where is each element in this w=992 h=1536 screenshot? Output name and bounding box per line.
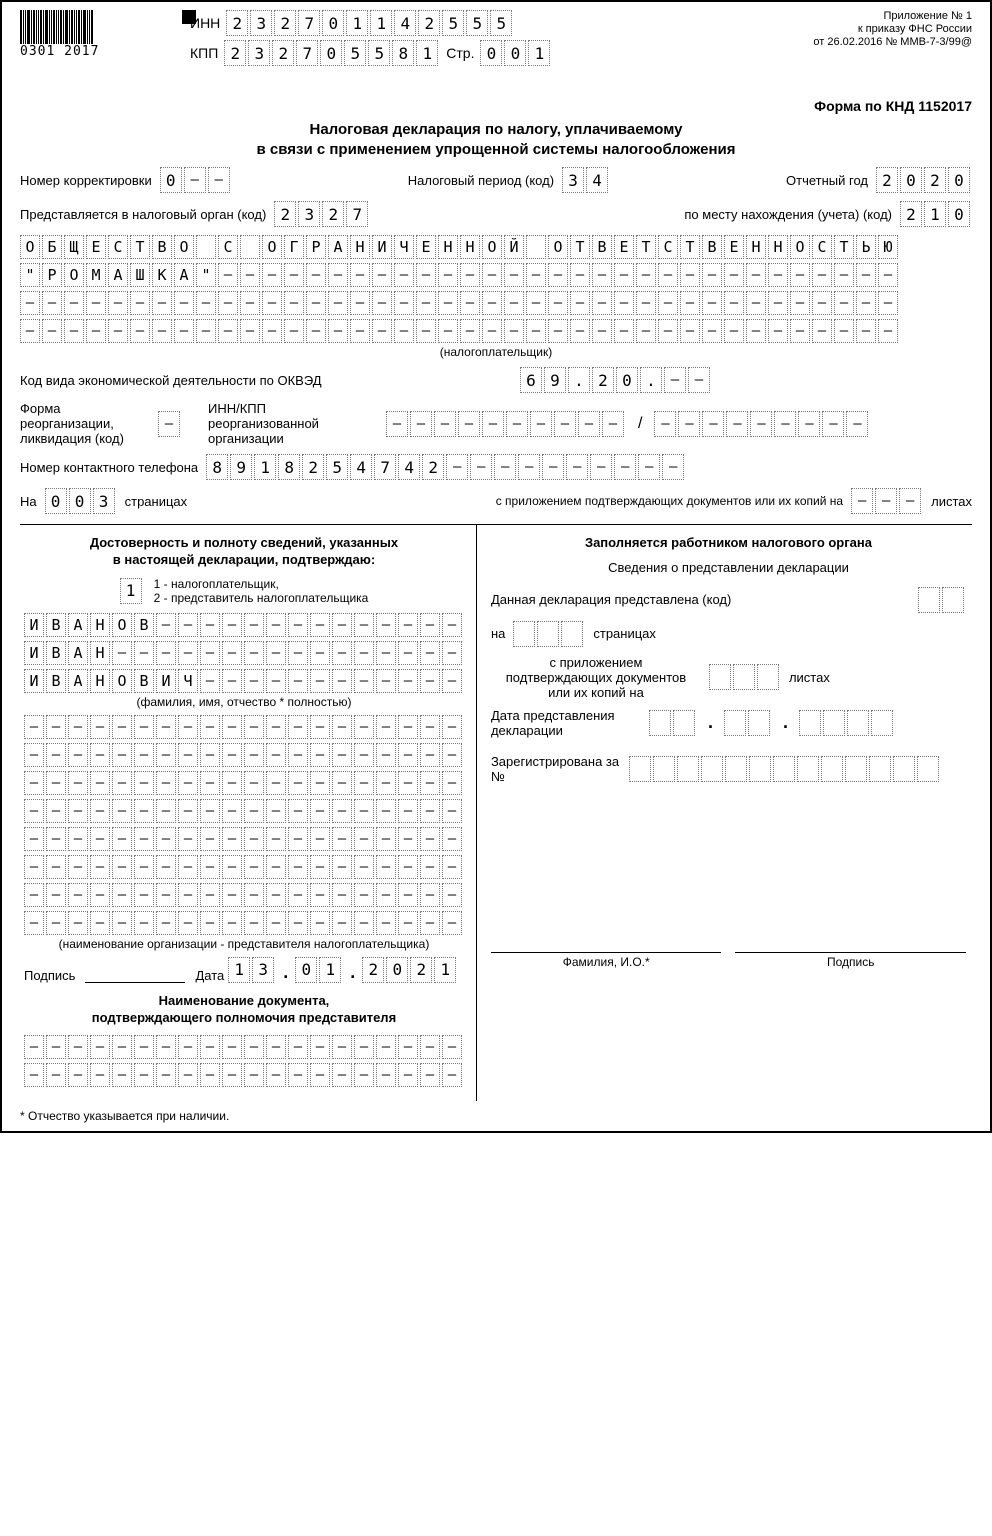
correction-value: 0 [160, 167, 232, 193]
form-knd: Форма по КНД 1152017 [20, 98, 972, 114]
row-pages: На 003 страницах с приложением подтвержд… [20, 488, 972, 514]
place-value: 210 [900, 201, 972, 227]
phone-value: 8918254742 [206, 454, 686, 480]
fio-grid: ИВАНОВИВАНИВАНОВИЧ [24, 613, 464, 697]
confirm-block: Достоверность и полноту сведений, указан… [20, 525, 477, 1101]
appendix-info: Приложение № 1 к приказу ФНС России от 2… [772, 10, 972, 50]
barcode-number: 0301 2017 [20, 44, 99, 59]
row-correction: Номер корректировки 0 Налоговый период (… [20, 167, 972, 193]
reorg-kpp-value [654, 411, 870, 437]
row-okved: Код вида экономической деятельности по О… [20, 367, 972, 393]
signature-row: Подпись Дата 13. 01. 2021 [24, 957, 464, 983]
organ-value: 2327 [274, 201, 370, 227]
footnote: * Отчество указывается при наличии. [20, 1109, 972, 1123]
bottom-split: Достоверность и полноту сведений, указан… [20, 524, 972, 1101]
doc-grid [24, 1035, 464, 1091]
kpp-label: КПП [190, 45, 218, 61]
reorg-inn-value [386, 411, 626, 437]
tax-form-page: 0301 2017 ИНН 232701142555 КПП 232705581… [0, 0, 992, 1133]
page-label: Стр. [446, 45, 474, 61]
reorg-form-value [158, 411, 182, 437]
barcode: 0301 2017 [20, 10, 140, 59]
inn-value: 232701142555 [226, 10, 514, 36]
pages-value: 003 [45, 488, 117, 514]
attach-value [851, 488, 923, 514]
declarant-type: 1 [120, 578, 144, 604]
row-organ: Представляется в налоговый орган (код) 2… [20, 201, 972, 227]
okved-value: 69.20. [520, 367, 712, 393]
page-value: 001 [480, 40, 552, 66]
row-reorg: Форма реорганизации, ликвидация (код) ИН… [20, 401, 972, 446]
inn-kpp-block: ИНН 232701142555 КПП 232705581 Стр. 001 [190, 10, 754, 70]
header: 0301 2017 ИНН 232701142555 КПП 232705581… [20, 10, 972, 70]
kpp-value: 232705581 [224, 40, 440, 66]
officer-block: Заполняется работником налогового органа… [477, 525, 972, 1101]
repr-org-grid [24, 715, 464, 939]
row-phone: Номер контактного телефона 8918254742 [20, 454, 972, 480]
form-title: Налоговая декларация по налогу, уплачива… [20, 120, 972, 159]
period-value: 34 [562, 167, 610, 193]
registration-mark [182, 10, 196, 24]
org-name-grid: ОБЩЕСТВО С ОГРАНИЧЕННОЙ ОТВЕТСТВЕННОСТЬЮ… [20, 235, 972, 347]
year-value: 2020 [876, 167, 972, 193]
taxpayer-note: (налогоплательщик) [20, 345, 972, 359]
